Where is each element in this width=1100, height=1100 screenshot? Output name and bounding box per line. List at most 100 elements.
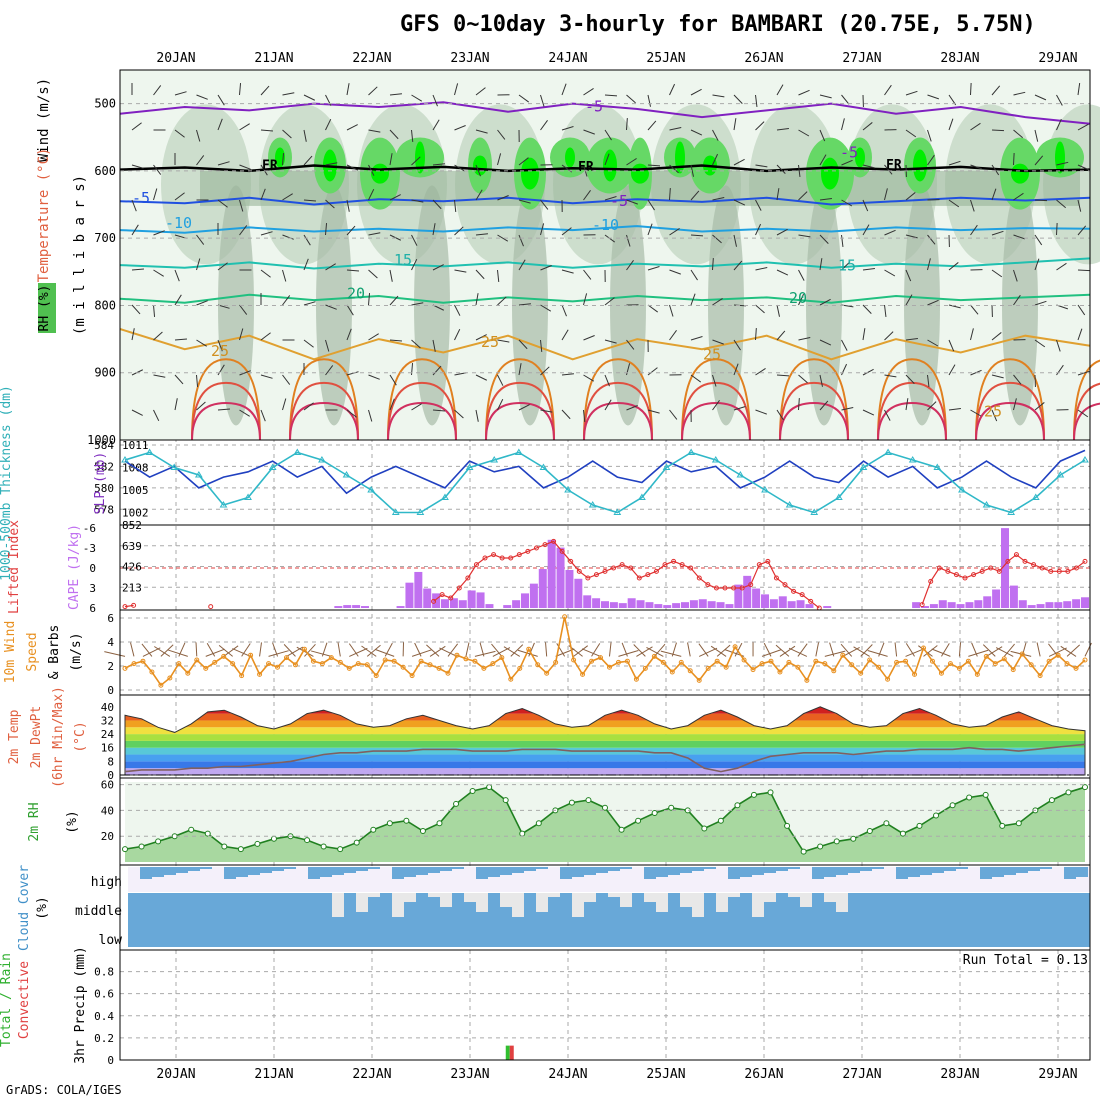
warm-isotherm-arch <box>289 401 359 441</box>
wind-barb <box>325 263 336 271</box>
slp-line-point <box>194 471 203 478</box>
wind-barb <box>303 339 314 348</box>
rh-moist-column <box>708 185 744 426</box>
wind-speed-point <box>571 657 577 663</box>
wind-barb <box>260 129 273 132</box>
wind-barb <box>1077 328 1083 341</box>
high-cloud-bar <box>416 867 428 875</box>
high-cloud-bar <box>356 867 368 871</box>
cloud-level-label: middle <box>75 904 122 919</box>
surface-wind-barb <box>608 642 612 657</box>
bottom-date-label: 26JAN <box>744 1067 783 1082</box>
wind-barb <box>217 339 223 352</box>
wind-barb <box>217 94 225 106</box>
wind-speed-point <box>230 661 236 667</box>
wind-barb <box>196 374 199 387</box>
wind-barb <box>970 164 983 170</box>
warm-isotherm-arch <box>191 358 261 441</box>
wind-barb <box>346 304 354 316</box>
warm-isotherm-arch <box>191 381 261 441</box>
wind-speed-point <box>903 658 909 664</box>
wind-barb <box>776 409 784 421</box>
wind-barb <box>131 328 135 341</box>
wind-speed-point <box>598 655 604 661</box>
wind-barb <box>604 374 610 387</box>
wind-barb <box>755 164 768 168</box>
warm-isotherm-arch <box>681 401 751 441</box>
top-date-label: 26JAN <box>744 51 783 66</box>
rh2m-point <box>122 846 128 853</box>
isotherm-line <box>119 225 1091 234</box>
wind-barb <box>540 409 553 413</box>
mid-cloud-gap <box>440 893 452 907</box>
wind-barb <box>712 374 717 387</box>
surface-wind-barb <box>268 650 289 657</box>
slp-line-point <box>367 486 376 493</box>
wind-speed-point <box>490 661 496 667</box>
wind-speed-point <box>122 665 128 671</box>
li-point <box>636 575 642 581</box>
wind-speed-point <box>149 669 155 675</box>
wind-barb <box>991 164 1000 176</box>
wind-barb <box>282 92 295 96</box>
wind-barb <box>798 89 810 96</box>
high-cloud-bar <box>740 867 752 877</box>
wind-barb <box>174 192 185 201</box>
wind-barb <box>475 293 479 306</box>
surface-wind-barb <box>761 649 782 657</box>
wind-barb <box>368 188 375 201</box>
cape-bar <box>681 602 689 608</box>
rh2m-point <box>883 820 890 827</box>
li-point <box>662 562 668 568</box>
wind-barb <box>690 374 702 383</box>
wind-barb <box>905 294 913 306</box>
wind-barb <box>303 234 311 246</box>
high-cloud-bar <box>1004 867 1016 875</box>
li-point <box>593 572 599 578</box>
wind-barb <box>647 304 659 313</box>
surface-wind-barb <box>853 646 870 657</box>
wind-barb <box>841 118 845 131</box>
surface-wind-barb <box>716 644 731 657</box>
li-point <box>491 552 497 558</box>
wind-speed-point <box>1010 667 1016 673</box>
wind-barb <box>432 119 440 131</box>
wind-barb <box>755 223 762 236</box>
temp-color-band <box>125 720 1085 728</box>
isotherm-label: 25 <box>211 342 229 360</box>
isotherm-label: 25 <box>481 333 499 351</box>
rh-very-high-area <box>603 149 617 182</box>
wind-barb <box>411 94 423 102</box>
wind-barb <box>518 199 531 204</box>
wind-speed-point <box>876 664 882 670</box>
rh-very-high-area <box>631 163 649 184</box>
rh2m-point <box>602 804 608 811</box>
wind-speed-point <box>328 655 334 661</box>
high-cloud-bar <box>560 867 572 879</box>
wind-barb <box>368 293 371 306</box>
li-point <box>671 558 677 564</box>
li-point <box>431 598 437 604</box>
wind-barb <box>325 304 337 310</box>
bottom-date-label: 23JAN <box>450 1067 489 1082</box>
mid-cloud-gap <box>368 893 380 897</box>
wind-barb <box>454 226 464 236</box>
chart-title: GFS 0~10day 3-hourly for BAMBARI (20.75E… <box>400 12 1036 37</box>
high-cloud-bar <box>932 867 944 873</box>
wind-speed-point <box>418 658 424 664</box>
cape-bar <box>761 594 769 608</box>
wind-barb <box>927 374 930 387</box>
mid-cloud-gap <box>764 893 776 902</box>
wind-barb <box>862 304 872 314</box>
wind-barb <box>346 124 358 131</box>
wind-speed-point <box>248 652 254 658</box>
wind-barb <box>583 88 594 96</box>
cape-bar <box>583 595 592 608</box>
isotherm-label: -5 <box>610 192 628 210</box>
rh2m-point <box>486 784 493 791</box>
high-cloud-bar <box>572 867 584 877</box>
slp-line-point <box>539 463 548 470</box>
rh2m-point <box>585 797 592 804</box>
slp-line-point <box>342 471 351 478</box>
wind-barb <box>712 197 725 201</box>
